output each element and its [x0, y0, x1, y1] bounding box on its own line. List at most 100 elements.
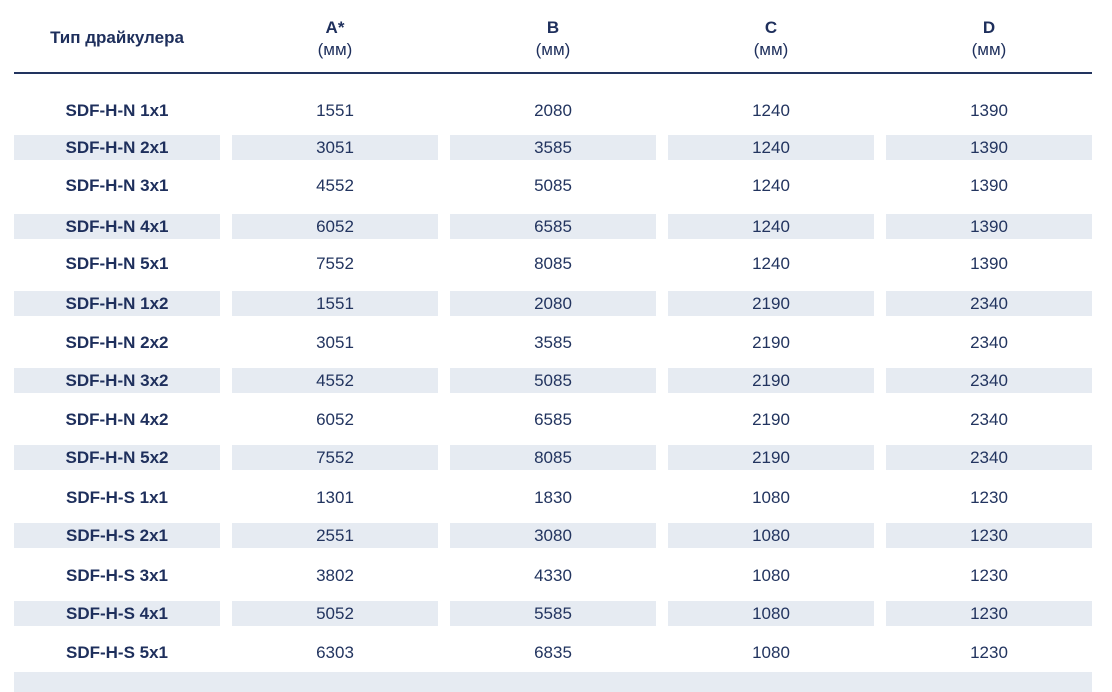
c-cell: 1240	[668, 135, 874, 160]
b-cell: 5585	[450, 601, 656, 626]
b-cell: 1830	[534, 488, 572, 507]
b-cell: 2080	[450, 291, 656, 316]
c-cell: 1080	[668, 601, 874, 626]
d-cell: 1230	[970, 566, 1008, 585]
b-cell: 3585	[450, 135, 656, 160]
type-cell: SDF-H-N 2x2	[65, 333, 169, 352]
c-cell: 2190	[752, 333, 790, 352]
table-row: SDF-H-N 4x1 6052 6585 1240 1390	[14, 214, 1092, 239]
a-cell: 6303	[316, 643, 354, 662]
type-cell: SDF-H-S 1x1	[65, 488, 169, 507]
table-row: SDF-H-N 2x2 3051 3585 2190 2340	[14, 330, 1092, 355]
c-cell: 2190	[668, 445, 874, 470]
table-row: SDF-H-S 2x1 2551 3080 1080 1230	[14, 523, 1092, 548]
header-b-unit: (мм)	[535, 40, 571, 59]
d-cell: 2340	[970, 410, 1008, 429]
header-c-unit: (мм)	[753, 40, 789, 59]
header-b: B (мм)	[450, 0, 656, 72]
c-cell: 1240	[668, 214, 874, 239]
d-cell: 1230	[886, 601, 1092, 626]
c-cell: 2190	[668, 368, 874, 393]
c-cell: 2190	[668, 291, 874, 316]
c-cell: 1080	[668, 523, 874, 548]
header-c: C (мм)	[668, 0, 874, 72]
type-cell: SDF-H-N 4x2	[65, 410, 169, 429]
header-d-unit: (мм)	[971, 40, 1007, 59]
d-cell: 1230	[970, 643, 1008, 662]
b-cell: 6585	[534, 410, 572, 429]
dimensions-table: Тип драйкулера A* (мм) B (мм) C (мм) D (…	[14, 0, 1092, 662]
d-cell: 1390	[970, 254, 1008, 273]
header-d-label: D	[982, 18, 996, 37]
table-row: SDF-H-N 3x2 4552 5085 2190 2340	[14, 368, 1092, 393]
b-cell: 2080	[534, 101, 572, 120]
header-a-label: A*	[325, 18, 345, 37]
d-cell: 2340	[970, 333, 1008, 352]
header-d: D (мм)	[886, 0, 1092, 72]
b-cell: 6585	[450, 214, 656, 239]
a-cell: 7552	[232, 445, 438, 470]
table-row: SDF-H-N 1x2 1551 2080 2190 2340	[14, 291, 1092, 316]
c-cell: 1240	[752, 101, 790, 120]
header-type: Тип драйкулера	[14, 0, 220, 72]
table-row: SDF-H-N 3x1 4552 5085 1240 1390	[14, 173, 1092, 198]
type-cell: SDF-H-N 5x1	[65, 254, 169, 273]
header-b-label: B	[546, 18, 560, 37]
a-cell: 3051	[232, 135, 438, 160]
a-cell: 1301	[316, 488, 354, 507]
d-cell: 1230	[886, 523, 1092, 548]
b-cell: 3585	[534, 333, 572, 352]
c-cell: 2190	[752, 410, 790, 429]
table-row: SDF-H-S 3x1 3802 4330 1080 1230	[14, 563, 1092, 588]
b-cell: 6835	[534, 643, 572, 662]
type-cell: SDF-H-N 2x1	[14, 135, 220, 160]
a-cell: 7552	[316, 254, 354, 273]
type-cell: SDF-H-N 1x2	[14, 291, 220, 316]
d-cell: 2340	[886, 291, 1092, 316]
table-row: SDF-H-N 1x1 1551 2080 1240 1390	[14, 98, 1092, 123]
type-cell: SDF-H-S 3x1	[65, 566, 169, 585]
a-cell: 4552	[232, 368, 438, 393]
type-cell: SDF-H-N 5x2	[14, 445, 220, 470]
b-cell: 3080	[450, 523, 656, 548]
a-cell: 5052	[232, 601, 438, 626]
table-row: SDF-H-N 5x2 7552 8085 2190 2340	[14, 445, 1092, 470]
table-row: SDF-H-S 4x1 5052 5585 1080 1230	[14, 601, 1092, 626]
d-cell: 1390	[886, 214, 1092, 239]
table-row: SDF-H-N 5x1 7552 8085 1240 1390	[14, 251, 1092, 276]
table-header: Тип драйкулера A* (мм) B (мм) C (мм) D (…	[14, 0, 1092, 74]
c-cell: 1240	[752, 176, 790, 195]
type-cell: SDF-H-S 4x1	[14, 601, 220, 626]
d-cell: 1390	[970, 101, 1008, 120]
c-cell: 1240	[752, 254, 790, 273]
b-cell: 5085	[450, 368, 656, 393]
c-cell: 1080	[752, 488, 790, 507]
b-cell: 4330	[534, 566, 572, 585]
d-cell: 1390	[886, 135, 1092, 160]
table-row: SDF-H-N 4x2 6052 6585 2190 2340	[14, 407, 1092, 432]
d-cell: 2340	[886, 368, 1092, 393]
a-cell: 6052	[316, 410, 354, 429]
a-cell: 4552	[316, 176, 354, 195]
type-cell: SDF-H-S 5x1	[65, 643, 169, 662]
c-cell: 1080	[752, 643, 790, 662]
d-cell: 2340	[886, 445, 1092, 470]
table-row: SDF-H-N 2x1 3051 3585 1240 1390	[14, 135, 1092, 160]
b-cell: 8085	[450, 445, 656, 470]
type-cell: SDF-H-N 1x1	[65, 101, 169, 120]
header-type-label: Тип драйкулера	[50, 28, 184, 47]
a-cell: 2551	[232, 523, 438, 548]
header-c-label: C	[764, 18, 778, 37]
type-cell: SDF-H-S 2x1	[14, 523, 220, 548]
c-cell: 1080	[752, 566, 790, 585]
header-a: A* (мм)	[232, 0, 438, 72]
next-row-band	[14, 672, 1092, 692]
a-cell: 6052	[232, 214, 438, 239]
table-row: SDF-H-S 1x1 1301 1830 1080 1230	[14, 485, 1092, 510]
type-cell: SDF-H-N 3x2	[14, 368, 220, 393]
b-cell: 8085	[534, 254, 572, 273]
a-cell: 3051	[316, 333, 354, 352]
a-cell: 1551	[232, 291, 438, 316]
a-cell: 1551	[316, 101, 354, 120]
type-cell: SDF-H-N 3x1	[65, 176, 169, 195]
